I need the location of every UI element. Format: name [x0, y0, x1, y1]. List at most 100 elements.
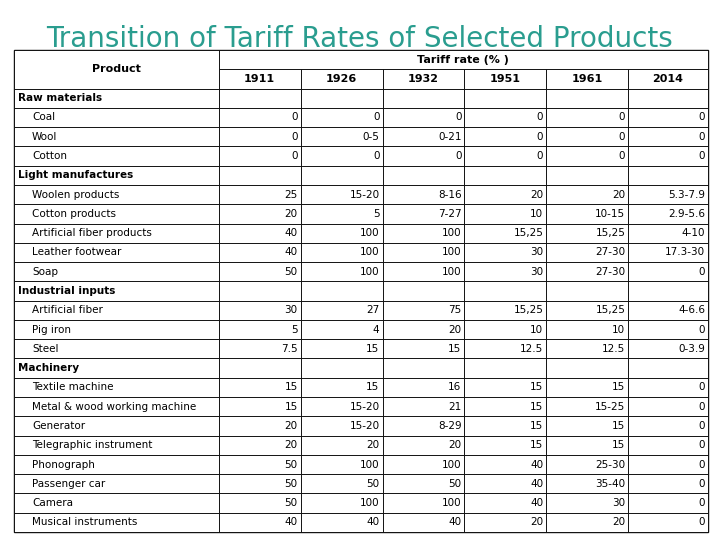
- Bar: [628, 243, 708, 262]
- Bar: [628, 301, 708, 320]
- Bar: [628, 166, 708, 185]
- Text: 15,25: 15,25: [513, 228, 544, 238]
- Text: 0: 0: [698, 517, 705, 528]
- Text: Woolen products: Woolen products: [32, 190, 120, 200]
- Text: 0: 0: [618, 112, 625, 123]
- Bar: [14, 204, 219, 224]
- Bar: [14, 494, 219, 512]
- Bar: [628, 108, 708, 127]
- Text: 20: 20: [284, 421, 297, 431]
- Text: 7.5: 7.5: [281, 344, 297, 354]
- Text: 100: 100: [442, 247, 462, 258]
- Bar: [628, 281, 708, 301]
- Bar: [301, 301, 382, 320]
- Bar: [382, 243, 464, 262]
- Bar: [301, 146, 382, 166]
- Text: Industrial inputs: Industrial inputs: [18, 286, 115, 296]
- Bar: [464, 301, 546, 320]
- Bar: [301, 339, 382, 359]
- Bar: [628, 89, 708, 108]
- Bar: [464, 512, 546, 532]
- Text: 20: 20: [612, 517, 625, 528]
- Text: 15: 15: [612, 440, 625, 450]
- Text: 15: 15: [366, 344, 379, 354]
- Text: 1961: 1961: [572, 74, 603, 84]
- Text: 10-15: 10-15: [595, 209, 625, 219]
- Bar: [546, 301, 628, 320]
- Bar: [464, 474, 546, 494]
- Bar: [464, 455, 546, 474]
- Bar: [464, 166, 546, 185]
- Bar: [546, 359, 628, 378]
- Bar: [546, 397, 628, 416]
- Text: 20: 20: [449, 325, 462, 335]
- Bar: [219, 127, 301, 146]
- Text: 15: 15: [530, 421, 544, 431]
- Text: 27-30: 27-30: [595, 267, 625, 276]
- Text: 12.5: 12.5: [602, 344, 625, 354]
- Bar: [219, 416, 301, 436]
- Bar: [546, 127, 628, 146]
- Bar: [546, 146, 628, 166]
- Bar: [382, 455, 464, 474]
- Text: 35-40: 35-40: [595, 479, 625, 489]
- Bar: [546, 224, 628, 243]
- Text: Soap: Soap: [32, 267, 58, 276]
- Text: Transition of Tariff Rates of Selected Products: Transition of Tariff Rates of Selected P…: [47, 25, 673, 53]
- Bar: [628, 512, 708, 532]
- Text: 0: 0: [698, 460, 705, 469]
- Text: 1911: 1911: [244, 74, 275, 84]
- Bar: [464, 339, 546, 359]
- Bar: [382, 397, 464, 416]
- Bar: [464, 320, 546, 339]
- Bar: [301, 416, 382, 436]
- Text: 100: 100: [442, 228, 462, 238]
- Text: 15: 15: [612, 382, 625, 393]
- Bar: [14, 301, 219, 320]
- Bar: [301, 512, 382, 532]
- Text: 17.3-30: 17.3-30: [665, 247, 705, 258]
- Bar: [301, 397, 382, 416]
- Bar: [464, 436, 546, 455]
- Bar: [219, 512, 301, 532]
- Text: 5.3-7.9: 5.3-7.9: [668, 190, 705, 200]
- Bar: [546, 185, 628, 204]
- Text: 0: 0: [698, 440, 705, 450]
- Text: 30: 30: [530, 267, 544, 276]
- Text: Generator: Generator: [32, 421, 85, 431]
- Bar: [382, 166, 464, 185]
- Text: Wool: Wool: [32, 132, 58, 142]
- Bar: [382, 378, 464, 397]
- Bar: [14, 166, 219, 185]
- Bar: [219, 262, 301, 281]
- Text: 5: 5: [291, 325, 297, 335]
- Text: 0: 0: [698, 267, 705, 276]
- Bar: [219, 146, 301, 166]
- Bar: [382, 127, 464, 146]
- Text: 20: 20: [530, 517, 544, 528]
- Text: Cotton products: Cotton products: [32, 209, 116, 219]
- Text: 0: 0: [373, 151, 379, 161]
- Bar: [219, 474, 301, 494]
- Text: 0: 0: [698, 402, 705, 411]
- Text: 50: 50: [366, 479, 379, 489]
- Text: 30: 30: [530, 247, 544, 258]
- Text: 100: 100: [442, 460, 462, 469]
- Text: 100: 100: [442, 498, 462, 508]
- Text: 0: 0: [618, 151, 625, 161]
- Text: 0: 0: [698, 479, 705, 489]
- Text: 20: 20: [284, 209, 297, 219]
- Text: Musical instruments: Musical instruments: [32, 517, 138, 528]
- Bar: [464, 494, 546, 512]
- Text: 15-20: 15-20: [349, 402, 379, 411]
- Text: Camera: Camera: [32, 498, 73, 508]
- Text: 50: 50: [284, 479, 297, 489]
- Bar: [628, 494, 708, 512]
- Text: Leather footwear: Leather footwear: [32, 247, 122, 258]
- Text: Steel: Steel: [32, 344, 58, 354]
- Text: Raw materials: Raw materials: [18, 93, 102, 103]
- Text: 25: 25: [284, 190, 297, 200]
- Text: 8-16: 8-16: [438, 190, 462, 200]
- Text: 4-10: 4-10: [682, 228, 705, 238]
- Text: Telegraphic instrument: Telegraphic instrument: [32, 440, 153, 450]
